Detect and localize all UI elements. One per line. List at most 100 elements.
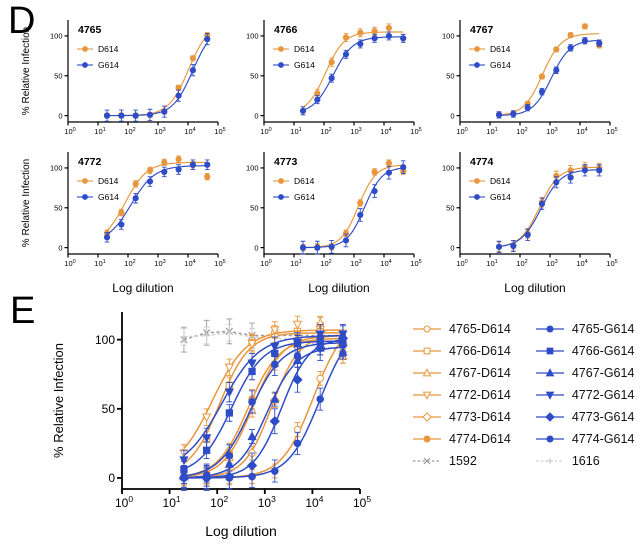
series-curve (302, 164, 404, 249)
marker-circle-icon (385, 169, 393, 176)
marker-circle-icon (474, 194, 480, 200)
marker-triangle-down-icon (202, 434, 212, 444)
x-tick-label: 102 (516, 127, 527, 136)
marker-triangle-icon (545, 368, 555, 377)
legend-item: 4774-G614 (535, 432, 634, 446)
x-tick-label: 101 (290, 127, 301, 136)
series-curve (183, 346, 343, 479)
x-tick-label: 101 (94, 127, 105, 136)
legend-item: 4772-G614 (535, 388, 635, 402)
series-curve (106, 161, 208, 231)
panel-e-legend: 4765-D614 4766-D614 4767-D614 4772-D614 4773… (412, 322, 634, 468)
series-curve (183, 334, 343, 456)
series-curve (183, 342, 343, 477)
legend-item: 4774-D614 (412, 432, 511, 446)
marker-circle-icon (400, 164, 407, 171)
marker-circle-icon (189, 55, 197, 62)
x-tick-label: 101 (163, 494, 181, 510)
marker-circle-icon (103, 234, 111, 241)
marker-triangle-down-icon (270, 326, 280, 336)
marker-triangle-down-icon (545, 391, 555, 400)
y-tick-label: 100 (442, 164, 455, 173)
y-tick-label: 0 (450, 243, 454, 252)
legend-swatch (413, 391, 441, 400)
legend-swatch (535, 391, 564, 400)
marker-circle-icon (202, 471, 211, 479)
x-tick-label: 104 (576, 259, 587, 268)
x-tick-label: 100 (456, 259, 467, 268)
marker-circle-icon (189, 161, 197, 168)
y-tick-label: 0 (58, 243, 62, 252)
marker-diamond-icon (224, 471, 235, 482)
legend-swatch (535, 347, 564, 355)
marker-circle-icon (546, 435, 554, 443)
series-curve (183, 337, 343, 477)
marker-circle-icon (385, 160, 393, 167)
marker-circle-icon (82, 62, 88, 68)
subplot-4773: 0 50 100 100 101 102 103 104 105 Log dilution 4773… (246, 152, 422, 295)
series-curve (498, 33, 600, 116)
marker-triangle-down-icon (422, 391, 432, 400)
marker-circle-icon (132, 195, 139, 202)
x-tick-label: 104 (305, 494, 323, 510)
y-tick-label: 0 (450, 111, 454, 120)
marker-triangle-down-icon (179, 456, 189, 466)
inner-legend-label: D614 (490, 176, 511, 186)
subplot-title: 4772 (78, 156, 102, 168)
e-legend-column-right: 4765-G614 4766-G614 4767-G614 4772-G614 4773… (535, 322, 635, 468)
inner-legend-label: D614 (98, 176, 119, 186)
x-axis-label: Log dilution (112, 281, 173, 295)
x-axis-label: Log dilution (205, 523, 277, 539)
marker-circle-icon (357, 199, 364, 207)
series-4772-G614 (103, 159, 211, 243)
x-tick-label: 105 (606, 259, 617, 268)
marker-circle-icon (357, 29, 364, 36)
inner-legend-label: D614 (98, 44, 119, 54)
subplot-4766: 0 50 100 100 101 102 103 104 105 4766 D614 G614 (246, 20, 422, 136)
legend-label: 4766-G614 (571, 344, 635, 358)
marker-circle-icon (103, 112, 111, 119)
marker-circle-icon (538, 88, 546, 95)
x-tick-label: 105 (410, 259, 421, 268)
marker-circle-icon (495, 111, 503, 118)
marker-circle-icon (553, 46, 560, 53)
marker-circle-icon (204, 173, 211, 180)
marker-triangle-down-icon (247, 340, 257, 350)
legend-item: 1616 (535, 454, 635, 468)
marker-circle-icon (524, 104, 531, 111)
marker-circle-icon (146, 111, 154, 118)
legend-swatch (535, 325, 564, 333)
legend-swatch (535, 368, 564, 377)
marker-plus-icon (546, 458, 553, 464)
legend-label: 4772-D614 (449, 388, 511, 402)
marker-circle-icon (553, 179, 560, 186)
series-curve (498, 39, 600, 116)
marker-circle-icon (82, 46, 88, 52)
x-axis-label: Log dilution (504, 281, 565, 295)
series-4767-G614 (179, 340, 348, 484)
marker-circle-icon (553, 67, 560, 74)
x-tick-label: 100 (260, 127, 271, 136)
series-curve (183, 330, 343, 341)
marker-circle-icon (314, 96, 321, 103)
marker-circle-icon (524, 231, 531, 238)
marker-circle-icon (118, 221, 125, 228)
series-curve (107, 42, 208, 117)
marker-circle-icon (316, 340, 324, 348)
series-4765-D614 (180, 330, 347, 486)
subplot-4767: 0 50 100 100 101 102 103 104 105 4767 D614 G614 (442, 20, 618, 136)
marker-circle-icon (581, 167, 589, 174)
x-tick-label: 100 (115, 494, 133, 510)
x-tick-label: 103 (350, 127, 361, 136)
x-tick-label: 100 (260, 259, 271, 268)
legend-label: 4772-G614 (571, 388, 635, 402)
x-tick-label: 103 (546, 127, 557, 136)
inner-legend-label: D614 (490, 44, 511, 54)
marker-triangle-down-icon (292, 338, 303, 348)
legend-swatch (413, 325, 441, 333)
inner-legend-label: G614 (490, 192, 511, 202)
marker-circle-icon (278, 194, 284, 200)
marker-square-icon (423, 347, 431, 355)
subplot-4765: 0 50 100 100 101 102 103 104 105 % Relative Infec… (21, 20, 226, 136)
